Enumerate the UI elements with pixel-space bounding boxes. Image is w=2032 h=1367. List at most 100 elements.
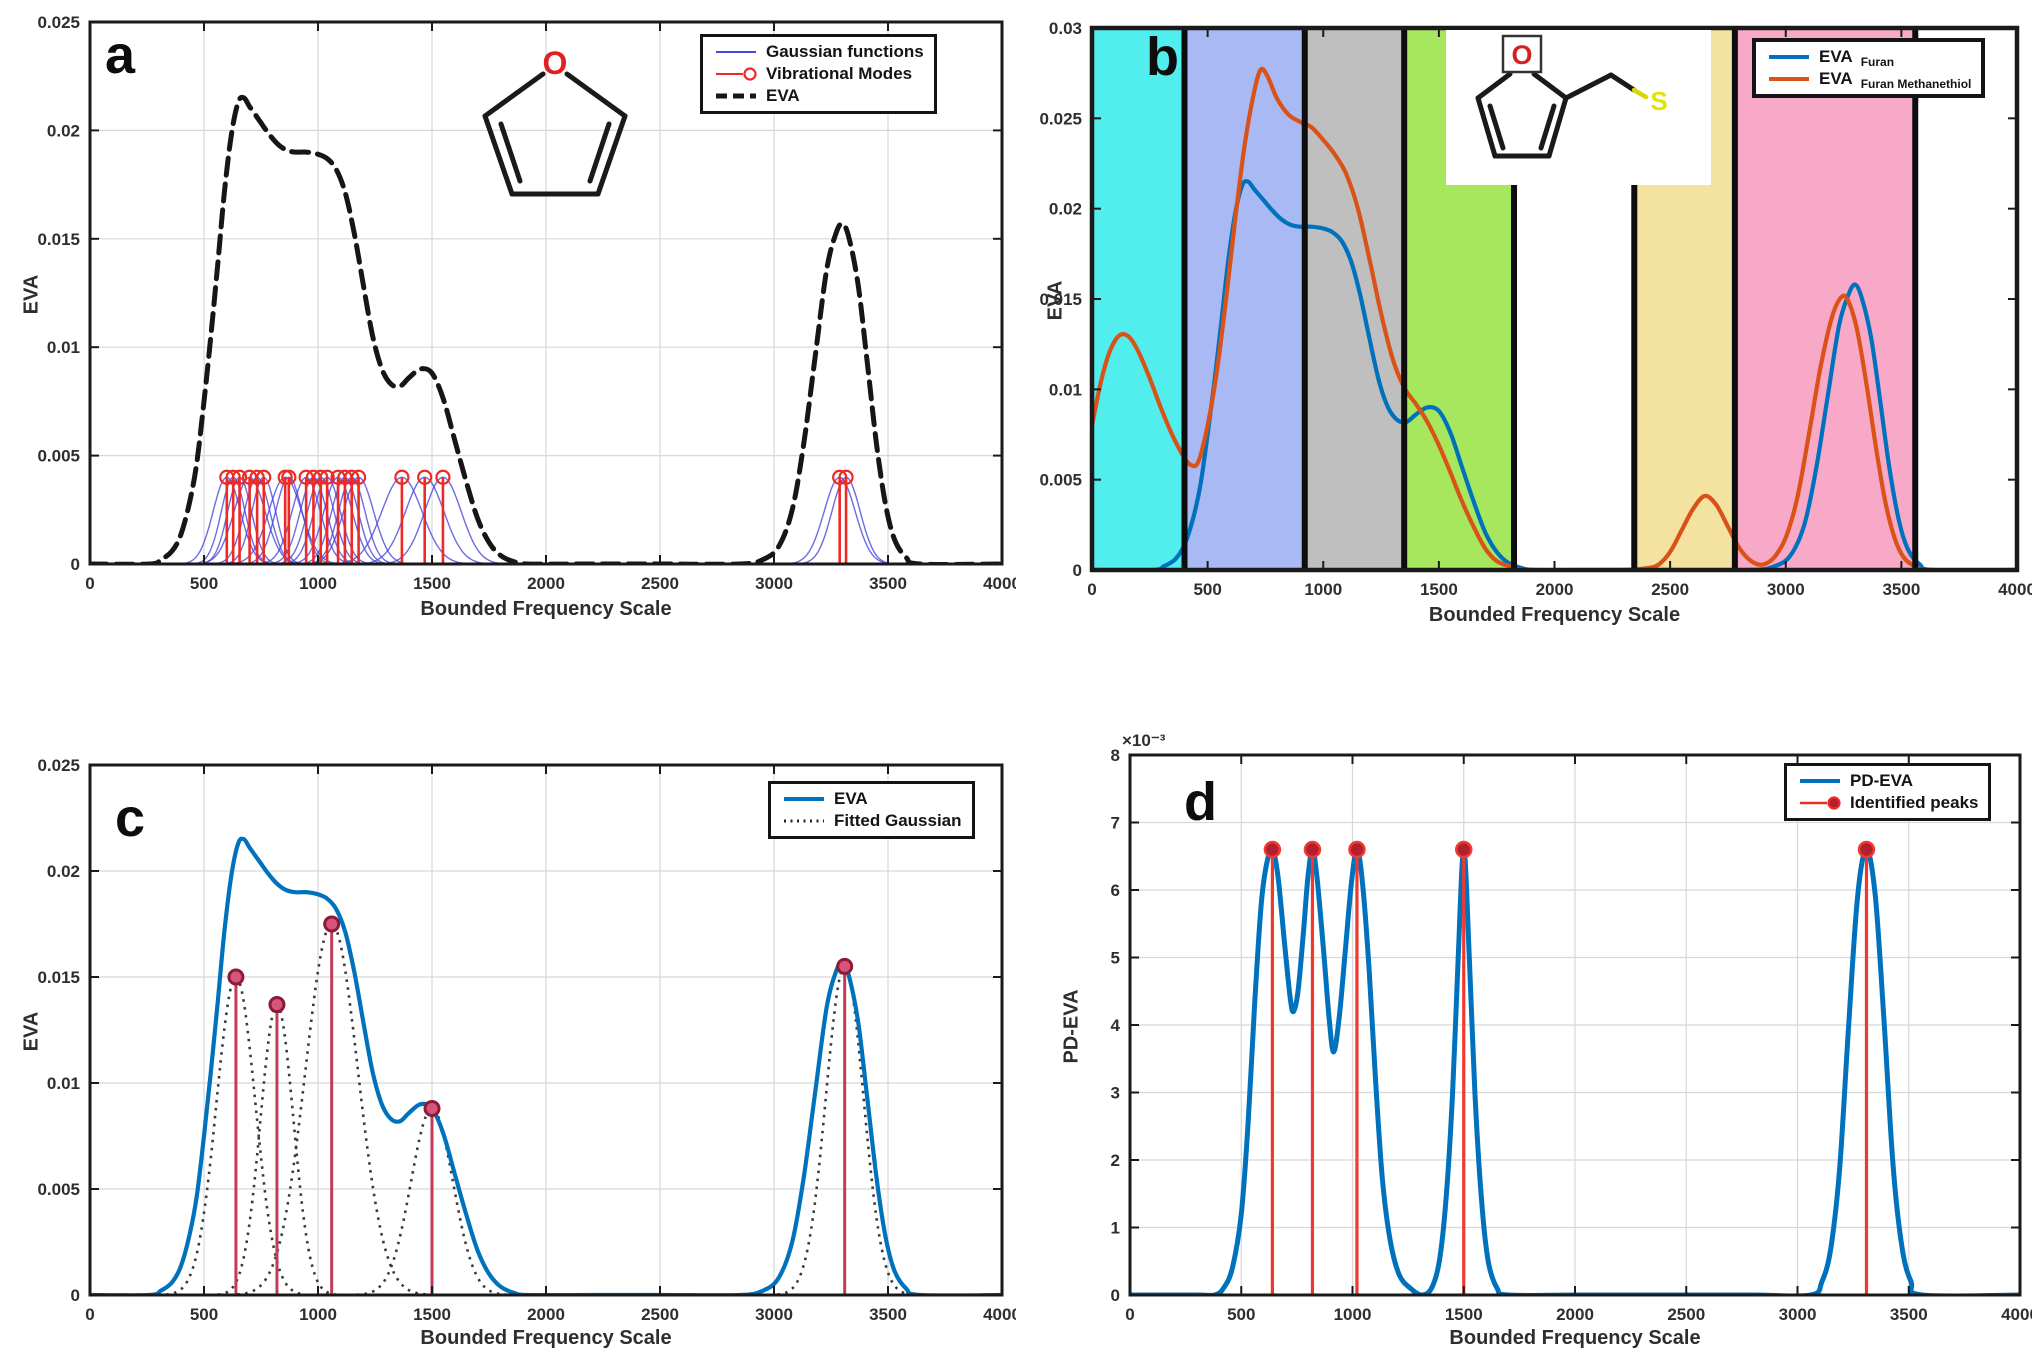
legend-key-icon [1769, 77, 1809, 81]
frequency-band [1734, 28, 1916, 570]
y-tick-label: 0 [71, 1286, 80, 1305]
x-tick-label: 2000 [1556, 1305, 1594, 1324]
y-tick-label: 0.005 [1039, 471, 1082, 490]
stem-marker [281, 469, 297, 485]
legend-key-marker [1827, 796, 1841, 810]
stem-marker [435, 469, 451, 485]
series-group [89, 94, 1003, 565]
legend-key-icon [1800, 796, 1841, 810]
frequency-band [1184, 28, 1305, 570]
panel-c: 0 500 1000 1500 2000 2500 3000 3500 4000 0 0.005 0.… [0, 683, 1017, 1367]
legend-key-icon [784, 797, 824, 801]
chart-c: 0 500 1000 1500 2000 2500 3000 3500 4000 0 0.005 0.… [37, 756, 1016, 1324]
y-tick-label: 0.025 [37, 756, 80, 775]
legend-entry-label: EVA [1819, 47, 1853, 66]
stem-marker [256, 469, 272, 485]
legend-entry: Vibrational Modes [713, 64, 924, 84]
x-tick-label: 0 [85, 574, 94, 593]
chart-d: 0 500 1000 1500 2000 2500 3000 3500 4000 0 1 2 3 4 5 6 7… [1111, 746, 2032, 1324]
furan-ring-bonds [482, 71, 628, 197]
legend-entry: EVA [713, 86, 924, 106]
o-atom-label: O [1511, 40, 1532, 70]
x-tick-label: 500 [1227, 1305, 1255, 1324]
y-tick-label: 6 [1111, 881, 1120, 900]
x-tick-label: 2000 [1536, 580, 1574, 599]
legend-entry: PD-EVA [1797, 771, 1978, 791]
legend-entry: EVA [781, 789, 962, 809]
x-tick-label: 2500 [641, 1305, 679, 1324]
x-tick-label: 3000 [1779, 1305, 1817, 1324]
legend-entry-label: EVA [834, 789, 868, 808]
y-tick-label: 0.01 [1049, 380, 1082, 399]
stem-marker [838, 469, 854, 485]
x-tick-label: 2000 [527, 574, 565, 593]
x-tick-label: 4000 [2001, 1305, 2032, 1324]
legend-entry-label: Vibrational Modes [766, 64, 913, 83]
panel-b: 0 500 1000 1500 2000 2500 3000 3500 4000 0 0.005 0.… [1016, 0, 2032, 683]
furan-methanethiol-bonds [1475, 71, 1637, 159]
legend-key-marker [743, 67, 757, 81]
stem-marker [1348, 840, 1366, 859]
y-axis-multiplier: ×10⁻³ [1122, 731, 1166, 750]
legend-key-icon [716, 67, 757, 81]
x-tick-label: 1500 [1445, 1305, 1483, 1324]
x-tick-label: 3000 [1767, 580, 1805, 599]
x-tick-label: 4000 [1998, 580, 2032, 599]
y-tick-label: 0.005 [37, 447, 80, 466]
c-s-bond [1631, 87, 1649, 100]
stem-marker [394, 469, 410, 485]
furan-methanethiol-inset: O S [1446, 30, 1711, 185]
frequency-band [1915, 28, 2017, 570]
legend-entry: EVA Furan Methanethiol [1766, 69, 1971, 91]
y-tick-label: 1 [1111, 1219, 1120, 1238]
o-atom-label: O [543, 45, 568, 81]
panel-letter-b: b [1146, 27, 1179, 87]
legend-entry: EVA Furan [1766, 47, 1971, 69]
frequency-band [1304, 28, 1405, 570]
legend-key-icon [1769, 55, 1809, 59]
y-tick-label: 0.03 [1049, 19, 1082, 38]
stem-marker [319, 469, 335, 485]
y-tick-label: 7 [1111, 814, 1120, 833]
x-tick-label: 500 [190, 574, 218, 593]
x-tick-label: 0 [85, 1305, 94, 1324]
x-tick-label: 1000 [1334, 1305, 1372, 1324]
legend-entry-label: Identified peaks [1850, 793, 1979, 812]
legend-box: EVA Fitted Gaussian [768, 781, 975, 839]
y-axis-label: EVA [20, 1011, 43, 1052]
stem-marker [423, 1099, 441, 1117]
legend-key-icon [784, 819, 824, 823]
legend-entry: Gaussian functions [713, 42, 924, 62]
x-tick-label: 1500 [413, 1305, 451, 1324]
stem-marker [417, 469, 433, 485]
series-eva-furan-methanethiol [1091, 66, 2018, 571]
x-axis-label: Bounded Frequency Scale [420, 1327, 672, 1349]
stem-marker [350, 469, 367, 485]
stem-marker [836, 957, 854, 975]
panel-letter-c: c [115, 788, 146, 848]
x-axis-label: Bounded Frequency Scale [1449, 1327, 1701, 1349]
legend-key-icon [716, 51, 756, 53]
x-tick-label: 0 [1125, 1305, 1134, 1324]
x-tick-label: 3500 [1890, 1305, 1928, 1324]
y-tick-label: 8 [1111, 746, 1120, 765]
legend-box: Gaussian functions Vibrational Modes EVA [700, 34, 937, 114]
y-tick-label: 0.015 [1039, 290, 1082, 309]
x-tick-label: 1000 [1304, 580, 1342, 599]
panel-letter-a: a [105, 25, 136, 85]
series-group [1129, 840, 2021, 1296]
y-tick-label: 0.02 [1049, 200, 1082, 219]
o-atom-box [1501, 34, 1543, 74]
legend-entry: Fitted Gaussian [781, 811, 962, 831]
stem-marker [1857, 840, 1876, 859]
series-group [89, 836, 1003, 1296]
inset-background [1446, 30, 1711, 185]
series-eva [89, 836, 1003, 1296]
legend-entry: Identified peaks [1797, 793, 1978, 813]
x-tick-label: 1000 [299, 574, 337, 593]
stem-marker [323, 915, 341, 933]
gaussian-component [165, 975, 306, 1296]
y-tick-label: 4 [1111, 1016, 1121, 1035]
x-tick-label: 2500 [1667, 1305, 1705, 1324]
